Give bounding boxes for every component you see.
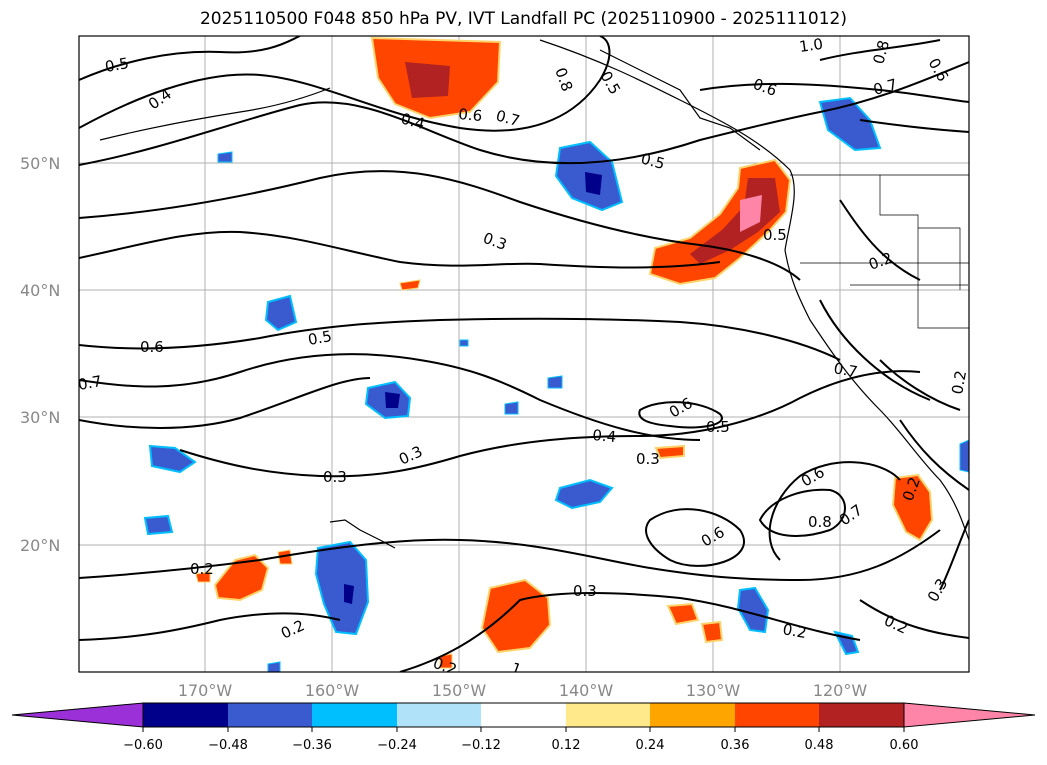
pv-negative-anomalies (143, 96, 969, 672)
colorbar-bin (819, 703, 904, 727)
colorbar-bin (143, 703, 228, 727)
plot-frame (78, 35, 970, 673)
contour-label: 0.4 (592, 426, 617, 446)
lat-label: 30°N (20, 408, 60, 427)
colorbar-bin (566, 703, 650, 727)
colorbar-below-min (11, 702, 144, 728)
colorbar-tick-label: −0.48 (208, 738, 248, 753)
pv-blob-baja (891, 473, 934, 542)
latitude-labels: 50°N 40°N 30°N 20°N (20, 154, 60, 555)
lon-label: 120°W (813, 681, 868, 700)
contour-label: 0.5 (763, 226, 787, 244)
colorbar-tick-label: 0.24 (636, 738, 665, 753)
contour-label: 1.0 (798, 35, 824, 56)
colorbar-above-max (903, 702, 1036, 728)
contour-label: 0.2 (190, 560, 214, 578)
contour-label: 0.2 (781, 620, 808, 642)
contour-label: 0.5 (307, 327, 334, 349)
lon-label: 140°W (559, 681, 614, 700)
contour-label: 0.6 (458, 105, 483, 125)
colorbar-tick-label: 0.48 (805, 738, 834, 753)
lon-label: 130°W (686, 681, 741, 700)
pv-contours (79, 36, 969, 672)
contour-label: 0.5 (639, 149, 667, 173)
lon-label: 160°W (305, 681, 360, 700)
lon-label: 150°W (432, 681, 487, 700)
colorbar-tick-label: 0.12 (552, 738, 581, 753)
contour-label: 0.3 (573, 582, 597, 600)
colorbar-bin (735, 703, 819, 727)
plot-area (79, 36, 969, 672)
contour-label: 0.2 (431, 654, 460, 679)
contour-label: 0.6 (140, 338, 164, 356)
colorbar-tick-label: 0.60 (890, 738, 919, 753)
contour-label: 0.8 (808, 513, 832, 531)
colorbar-ticks (142, 727, 905, 732)
colorbar-bin (228, 703, 312, 727)
contour-label: 0.7 (77, 372, 104, 394)
colorbar: −0.60 −0.48 −0.36 −0.24 −0.12 0.12 0.24 … (11, 702, 1036, 753)
colorbar-tick-label: −0.60 (123, 738, 163, 753)
contour-label: 0.8 (869, 38, 893, 66)
colorbar-bin (397, 703, 481, 727)
contour-label: 0.3 (323, 468, 347, 486)
contour-label: 0.4 (399, 109, 427, 133)
colorbar-bin (650, 703, 735, 727)
colorbar-bin (312, 703, 397, 727)
longitude-labels: 170°W 160°W 150°W 140°W 130°W 120°W (178, 681, 868, 700)
colorbar-tick-label: −0.12 (461, 738, 501, 753)
colorbar-bin (481, 703, 566, 727)
map-title: 2025110500 F048 850 hPa PV, IVT Landfall… (199, 9, 847, 29)
lat-label: 40°N (20, 281, 60, 300)
contour-label: 0.3 (636, 450, 660, 468)
lon-label: 170°W (178, 681, 233, 700)
contour-label: 0.5 (104, 54, 131, 76)
contour-label: 0.7 (871, 75, 899, 99)
political-borders (790, 174, 969, 329)
pv-positive-anomalies (195, 36, 934, 669)
colorbar-tick-label: −0.36 (292, 738, 332, 753)
contour-label: 0.7 (832, 359, 859, 381)
lat-label: 50°N (20, 154, 60, 173)
contour-label: 0.7 (494, 106, 522, 130)
colorbar-tick-label: −0.24 (377, 738, 417, 753)
contour-label: 0.2 (948, 369, 970, 396)
colorbar-tick-label: 0.36 (721, 738, 750, 753)
lat-label: 20°N (20, 536, 60, 555)
contour-label: 0.5 (706, 418, 730, 436)
